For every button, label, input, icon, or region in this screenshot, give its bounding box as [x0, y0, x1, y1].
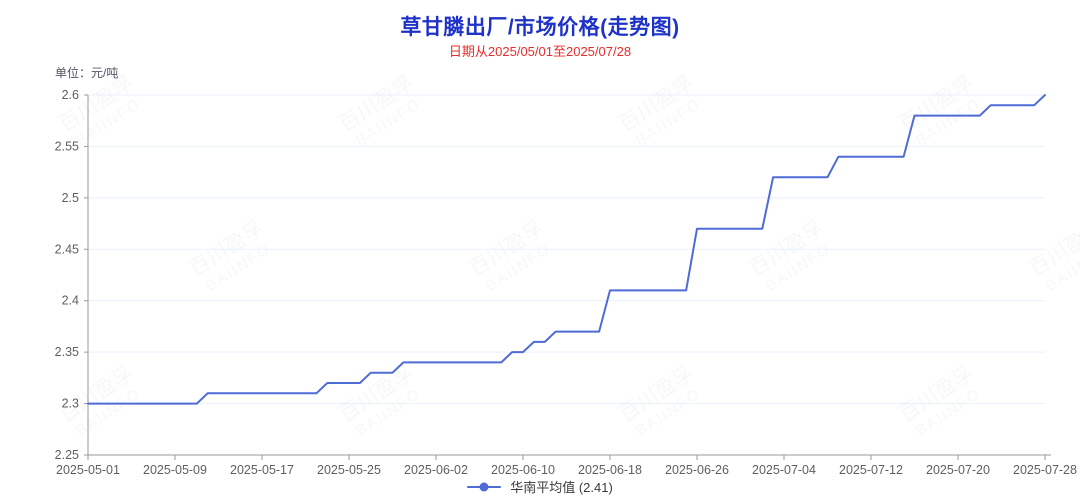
page-title: 草甘膦出厂/市场价格(走势图): [400, 16, 680, 39]
svg-text:2.3: 2.3: [62, 397, 79, 411]
svg-text:2025-06-10: 2025-06-10: [491, 463, 555, 477]
svg-text:2025-05-01: 2025-05-01: [56, 463, 120, 477]
svg-text:2025-07-20: 2025-07-20: [926, 463, 990, 477]
legend-dot-icon: [479, 482, 489, 491]
legend: 华南平均值 (2.41): [0, 477, 1080, 496]
svg-text:2.4: 2.4: [62, 294, 79, 308]
svg-text:2025-07-12: 2025-07-12: [839, 463, 903, 477]
svg-text:2025-05-09: 2025-05-09: [143, 463, 207, 477]
svg-text:2025-05-17: 2025-05-17: [230, 463, 294, 477]
svg-text:2025-06-26: 2025-06-26: [665, 463, 729, 477]
svg-text:2025-07-04: 2025-07-04: [752, 463, 816, 477]
y-axis-unit-label: 单位：元/吨: [55, 66, 119, 80]
svg-text:2025-05-25: 2025-05-25: [317, 463, 381, 477]
legend-series-label: 华南平均值 (2.41): [510, 480, 613, 495]
svg-text:2.45: 2.45: [55, 242, 79, 256]
svg-text:2025-06-02: 2025-06-02: [404, 463, 468, 477]
legend-line-marker: [467, 482, 502, 491]
svg-text:2.5: 2.5: [62, 191, 79, 205]
svg-text:2.25: 2.25: [55, 448, 79, 462]
svg-text:2.35: 2.35: [55, 345, 79, 359]
svg-text:2.6: 2.6: [62, 88, 79, 102]
date-range-subtitle: 日期从2025/05/01至2025/07/28: [448, 44, 632, 59]
svg-text:2025-07-28: 2025-07-28: [1013, 463, 1077, 477]
svg-text:2025-06-18: 2025-06-18: [578, 463, 642, 477]
svg-text:2.55: 2.55: [55, 139, 79, 153]
